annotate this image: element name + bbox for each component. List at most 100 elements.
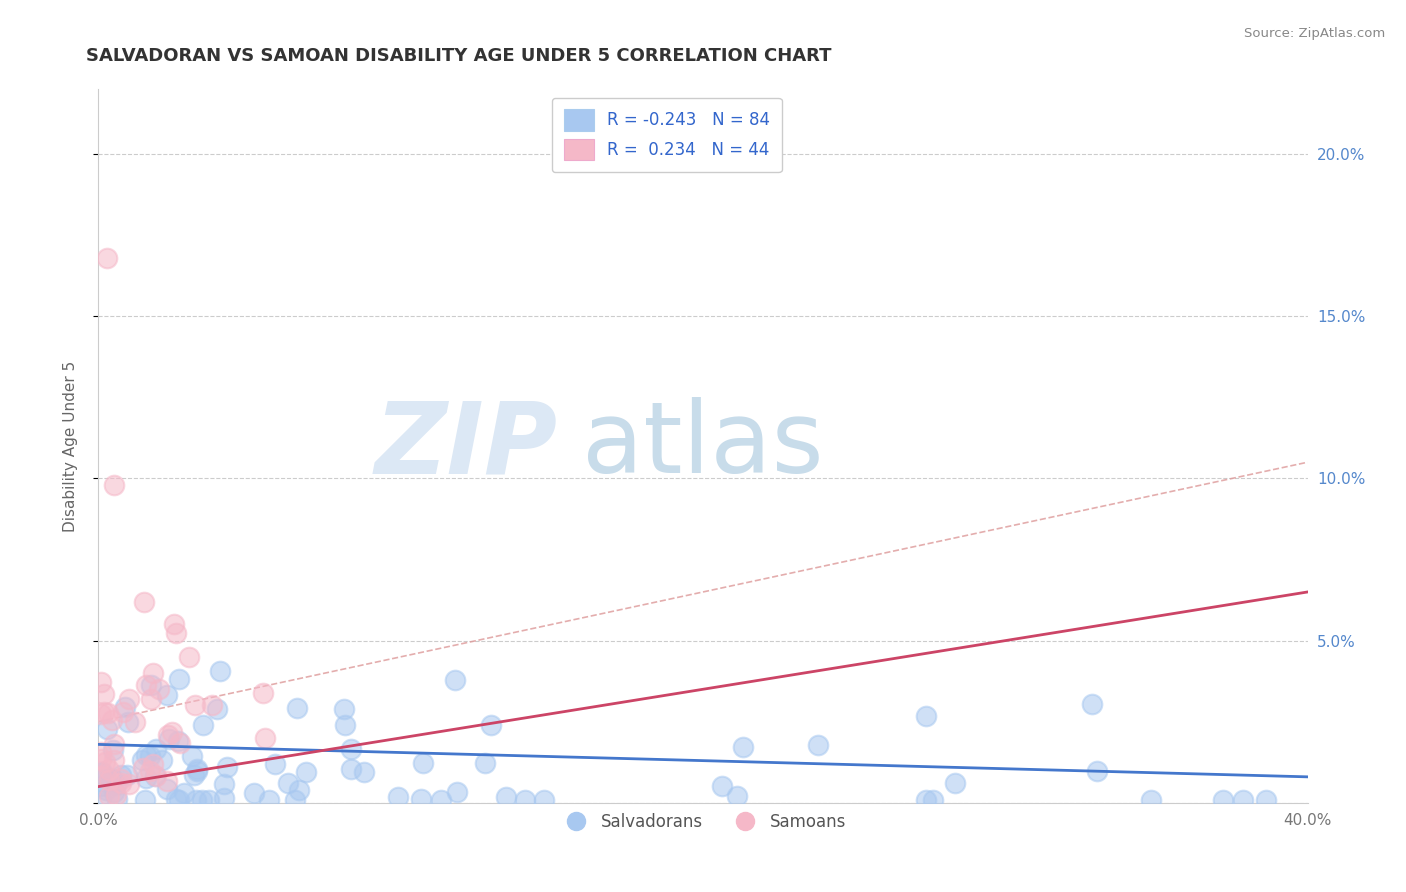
Point	[118, 692, 141, 706]
Point	[284, 792, 307, 806]
Point	[252, 686, 274, 700]
Point	[132, 595, 155, 609]
Point	[1232, 792, 1254, 806]
Point	[103, 738, 125, 752]
Point	[101, 772, 124, 786]
Point	[295, 765, 318, 780]
Point	[111, 705, 134, 719]
Point	[143, 769, 166, 783]
Point	[731, 739, 754, 754]
Point	[513, 792, 536, 806]
Point	[118, 777, 141, 791]
Point	[90, 779, 112, 793]
Point	[132, 761, 155, 775]
Point	[156, 688, 179, 702]
Point	[156, 782, 179, 797]
Point	[131, 753, 153, 767]
Point	[103, 785, 125, 799]
Point	[141, 757, 163, 772]
Point	[103, 743, 125, 757]
Point	[98, 764, 121, 778]
Point	[446, 785, 468, 799]
Point	[495, 789, 517, 804]
Point	[186, 764, 208, 778]
Point	[191, 792, 214, 806]
Point	[191, 718, 214, 732]
Point	[124, 714, 146, 729]
Point	[139, 692, 162, 706]
Point	[157, 729, 180, 743]
Point	[217, 759, 239, 773]
Point	[921, 792, 943, 806]
Point	[101, 713, 124, 727]
Point	[533, 792, 555, 806]
Point	[333, 718, 356, 732]
Point	[139, 678, 162, 692]
Point	[90, 792, 112, 806]
Point	[98, 789, 121, 804]
Point	[333, 702, 356, 716]
Point	[184, 792, 207, 806]
Point	[139, 764, 162, 779]
Point	[105, 792, 128, 806]
Point	[103, 478, 125, 492]
Point	[339, 742, 361, 756]
Point	[474, 756, 496, 770]
Point	[725, 789, 748, 803]
Point	[412, 756, 434, 771]
Point	[138, 749, 160, 764]
Point	[179, 649, 201, 664]
Point	[212, 790, 235, 805]
Point	[169, 736, 191, 750]
Point	[91, 765, 114, 780]
Point	[155, 774, 177, 789]
Text: ZIP: ZIP	[375, 398, 558, 494]
Point	[148, 682, 170, 697]
Point	[264, 756, 287, 771]
Point	[165, 626, 187, 640]
Point	[145, 742, 167, 756]
Point	[212, 777, 235, 791]
Point	[101, 773, 124, 788]
Point	[103, 753, 125, 767]
Point	[142, 666, 165, 681]
Point	[353, 764, 375, 779]
Point	[135, 678, 157, 692]
Point	[253, 731, 276, 745]
Point	[1256, 792, 1278, 806]
Point	[90, 745, 112, 759]
Point	[93, 706, 115, 720]
Point	[115, 767, 138, 781]
Point	[96, 723, 118, 737]
Point	[711, 780, 734, 794]
Point	[90, 707, 112, 722]
Point	[184, 698, 207, 713]
Point	[173, 786, 195, 800]
Point	[135, 771, 157, 785]
Point	[340, 762, 363, 776]
Point	[96, 251, 118, 265]
Point	[150, 754, 173, 768]
Legend: Salvadorans, Samoans: Salvadorans, Samoans	[553, 806, 853, 838]
Point	[387, 789, 409, 804]
Point	[134, 792, 156, 806]
Point	[198, 792, 221, 806]
Point	[97, 706, 120, 720]
Point	[167, 792, 190, 806]
Point	[1212, 792, 1234, 806]
Text: SALVADORAN VS SAMOAN DISABILITY AGE UNDER 5 CORRELATION CHART: SALVADORAN VS SAMOAN DISABILITY AGE UNDE…	[86, 47, 832, 65]
Point	[180, 748, 202, 763]
Point	[209, 665, 232, 679]
Point	[94, 755, 117, 769]
Point	[117, 714, 139, 729]
Point	[93, 687, 115, 701]
Point	[257, 792, 280, 806]
Point	[915, 792, 938, 806]
Point	[135, 747, 157, 762]
Point	[943, 776, 966, 790]
Point	[110, 768, 132, 782]
Point	[160, 724, 183, 739]
Point	[444, 673, 467, 687]
Point	[1140, 792, 1163, 806]
Point	[90, 765, 112, 780]
